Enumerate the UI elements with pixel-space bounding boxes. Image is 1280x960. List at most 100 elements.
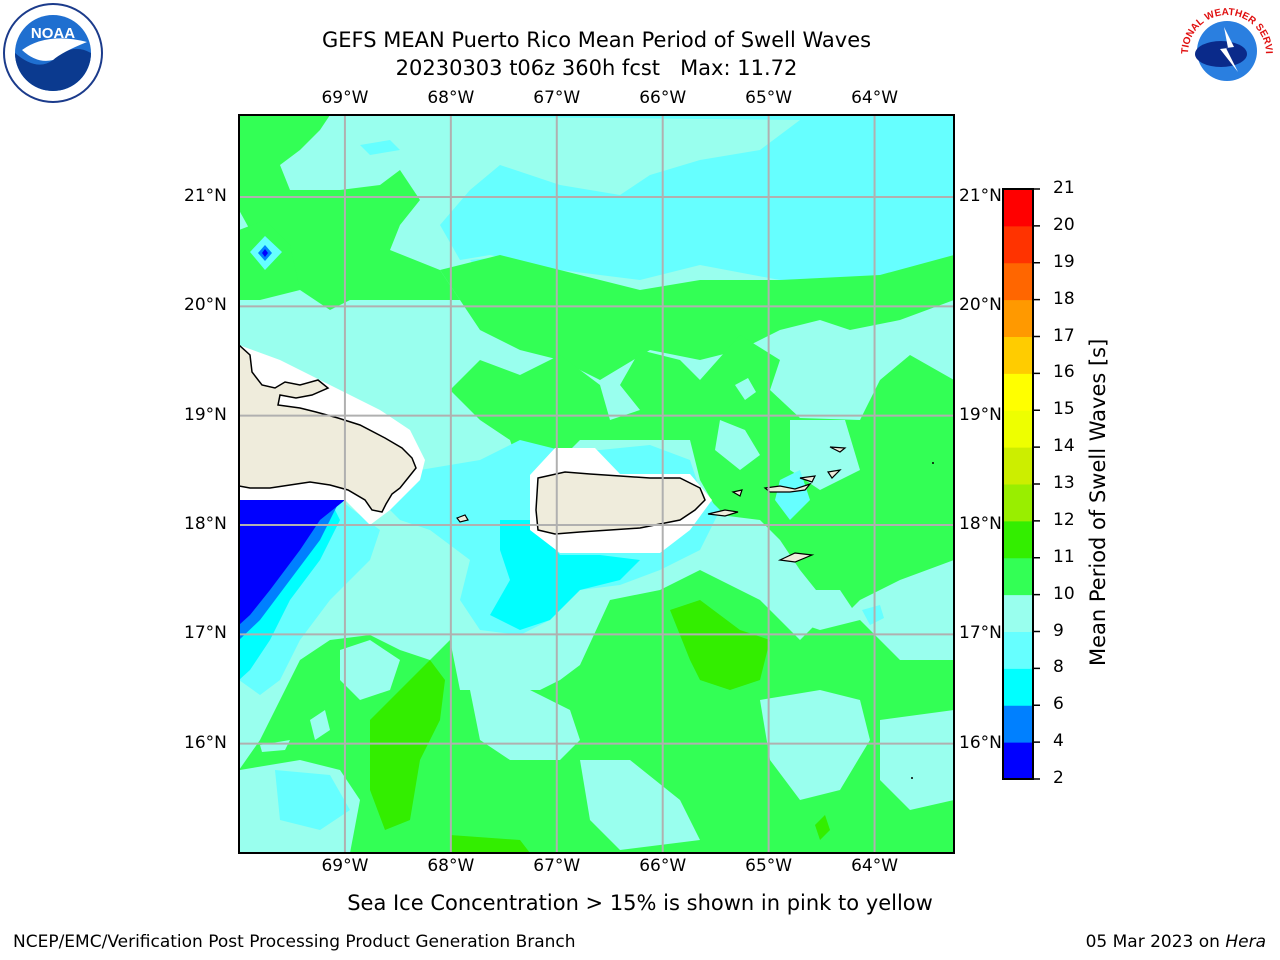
chart-subtitle: 20230303 t06z 360h fcst Max: 11.72 [395,56,798,80]
swell-field-10s-band [440,255,954,380]
land-virgin-islands-2 [799,446,847,483]
colorbar-tick-label: 4 [1053,731,1064,752]
colorbar-segment [1003,484,1033,522]
lon-label-bottom: 68°W [427,856,475,876]
sea-ice-note: Sea Ice Concentration > 15% is shown in … [347,891,933,915]
colorbar-label: Mean Period of Swell Waves [s] [1086,338,1110,666]
lat-label-right: 17°N [959,623,1002,644]
colorbar-tick-label: 11 [1053,546,1075,567]
lon-label-bottom: 64°W [851,856,899,876]
swell-field-8s-small [360,140,400,155]
lat-label-right: 19°N [959,404,1002,425]
colorbar-segment [1003,189,1033,227]
colorbar-tick-label: 2 [1053,768,1064,788]
lat-label-left: 20°N [184,295,227,316]
footer-machine: Hera [1225,932,1266,952]
land-virgin-islands [763,482,812,493]
lat-label-left: 18°N [184,514,227,534]
swell-field-9s-south6 [880,710,954,810]
colorbar-tick-label: 16 [1053,362,1075,383]
lat-label-left: 21°N [184,186,227,206]
colorbar-segment [1003,299,1033,337]
footer-date: 05 Mar 2023 on Hera [1086,932,1266,952]
colorbar-segment [1003,557,1033,596]
map-frame [238,114,955,854]
graticule [239,115,954,853]
colorbar-segment [1003,410,1033,448]
swell-field-8s-east2 [775,470,810,520]
swell-field-9s-south5 [760,690,870,800]
land-dot-1 [932,462,934,464]
colorbar-tick-label: 8 [1053,657,1064,678]
lon-label-top: 65°W [745,88,793,108]
lon-label-bottom: 67°W [533,856,581,876]
colorbar-tick-label: 20 [1053,214,1075,235]
swell-field-11s-c [450,835,530,853]
lon-label-top: 69°W [321,88,369,108]
colorbar-tick-label: 15 [1053,399,1075,420]
land-culebra [731,489,743,497]
swell-field-8s-east3 [862,605,884,625]
lat-label-right: 18°N [959,514,1002,534]
lon-label-bottom: 66°W [639,856,687,876]
lat-label-right: 16°N [959,732,1002,753]
colorbar-segment [1003,447,1033,485]
colorbar-segment [1003,631,1033,669]
swell-field-11s-a [670,600,770,690]
swell-field-9s-south7 [780,590,860,630]
land-st-croix [777,552,815,563]
colorbar-segment [1003,262,1033,301]
colorbar [1002,188,1040,780]
swell-field-2s-west [239,500,345,625]
svg-text:NOAA: NOAA [31,25,75,42]
colorbar-tick-label: 10 [1053,583,1075,604]
nws-logo: NATIONAL WEATHER SERVICE [1172,0,1278,100]
land-islet-1 [456,514,469,523]
lon-label-top: 66°W [639,88,687,108]
swell-field-10s-south [239,570,954,853]
lat-label-left: 19°N [184,404,227,425]
footer-date-text: 05 Mar 2023 on [1085,932,1226,952]
swell-field-2s-spot [262,249,268,257]
colorbar-segment [1003,705,1033,743]
colorbar-tick-label: 12 [1053,509,1075,530]
colorbar-segment [1003,594,1033,632]
colorbar-tick-label: 18 [1053,288,1075,309]
swell-field-9s-south2 [340,640,400,700]
land-dot-2 [911,777,913,779]
colorbar-segment [1003,373,1033,411]
lon-label-top: 64°W [851,88,899,108]
colorbar-segment [1003,668,1033,706]
swell-field-11s-b [370,660,445,830]
swell-field-9s-south8 [310,710,330,740]
lon-label-top: 68°W [427,88,475,108]
colorbar-tick-label: 14 [1053,436,1075,457]
land-vieques [707,509,739,517]
colorbar-tick-label: 6 [1053,694,1064,715]
colorbar-segment [1003,742,1033,780]
lon-label-bottom: 69°W [321,856,369,876]
footer-credit: NCEP/EMC/Verification Post Processing Pr… [13,932,576,952]
swell-field-9s-east-pocket3 [735,378,756,400]
colorbar-tick-label: 9 [1053,620,1064,641]
swell-field-6s-pr [490,520,640,630]
lon-label-bottom: 65°W [745,856,793,876]
swell-field-11s-d [815,815,830,840]
swell-field-9s-south4 [580,760,700,850]
colorbar-tick-label: 13 [1053,473,1075,493]
lat-label-left: 17°N [184,623,227,644]
colorbar-tick-label: 21 [1053,178,1075,198]
swell-field-10s-nw [239,115,460,310]
colorbar-segment [1003,336,1033,374]
lat-label-right: 20°N [959,295,1002,316]
swell-field-9s-east-pocket2 [790,420,860,490]
lat-label-left: 16°N [184,732,227,753]
colorbar-tick-label: 19 [1053,251,1075,272]
noaa-logo: NOAA [2,2,104,104]
swell-field-9s-south3 [470,690,580,760]
chart-title: GEFS MEAN Puerto Rico Mean Period of Swe… [321,28,872,52]
swell-field-9s-east-pocket [715,420,760,470]
colorbar-tick-label: 17 [1053,325,1075,346]
swell-field-10s-east [450,335,954,620]
